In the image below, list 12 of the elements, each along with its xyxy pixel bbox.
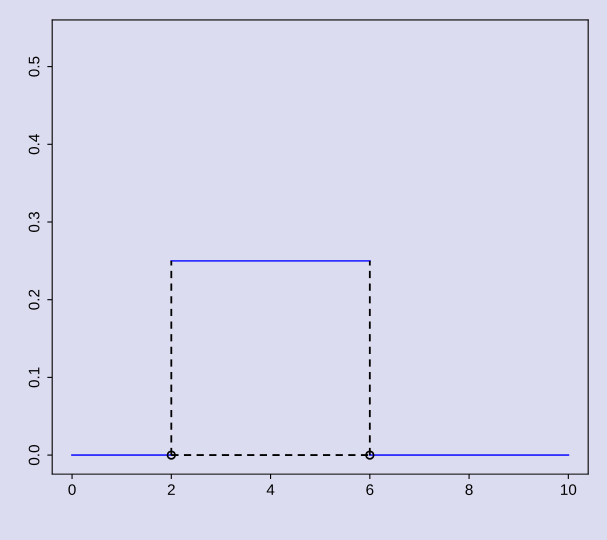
x-tick-label: 6 [366,484,374,496]
y-tick-label: 0.2 [28,290,40,310]
x-tick-label: 4 [266,484,274,495]
x-tick-label: 10 [561,484,576,496]
x-tick-label: 8 [465,484,473,496]
y-tick-label: 0.0 [28,445,40,466]
y-tick-label: 0.5 [28,56,40,77]
y-tick-label: 0.4 [28,134,40,154]
y-tick-label: 0.3 [28,212,40,232]
y-tick-label: 0.1 [28,368,40,388]
x-tick-label: 0 [68,484,76,496]
x-tick-label: 2 [168,484,175,495]
